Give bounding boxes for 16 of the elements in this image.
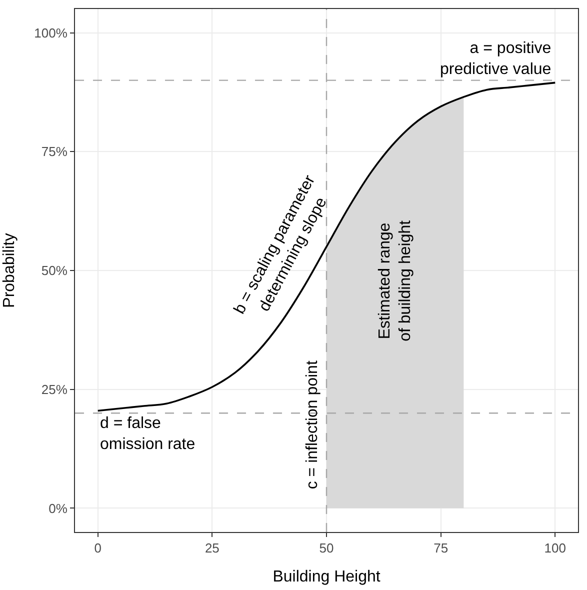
x-tick-label: 100 bbox=[544, 540, 566, 556]
x-tick-label: 25 bbox=[204, 540, 220, 556]
annotation: c = inflection point bbox=[304, 360, 321, 490]
y-tick-label: 0% bbox=[48, 500, 68, 516]
y-tick-label: 25% bbox=[41, 382, 68, 397]
annotation: Estimated range of building height bbox=[376, 220, 414, 342]
y-axis-title: Probability bbox=[1, 233, 18, 308]
y-tick-label: 100% bbox=[34, 25, 68, 40]
y-tick-label: 75% bbox=[41, 144, 68, 160]
annotation: a = positive predictive value bbox=[440, 40, 552, 78]
x-axis-title: Building Height bbox=[272, 568, 381, 586]
x-tick-label: 75 bbox=[434, 540, 448, 556]
x-tick-label: 50 bbox=[319, 540, 334, 556]
x-tick-label: 0 bbox=[94, 540, 102, 556]
annotation: d = false omission rate bbox=[100, 415, 196, 453]
y-tick-label: 50% bbox=[41, 263, 68, 278]
